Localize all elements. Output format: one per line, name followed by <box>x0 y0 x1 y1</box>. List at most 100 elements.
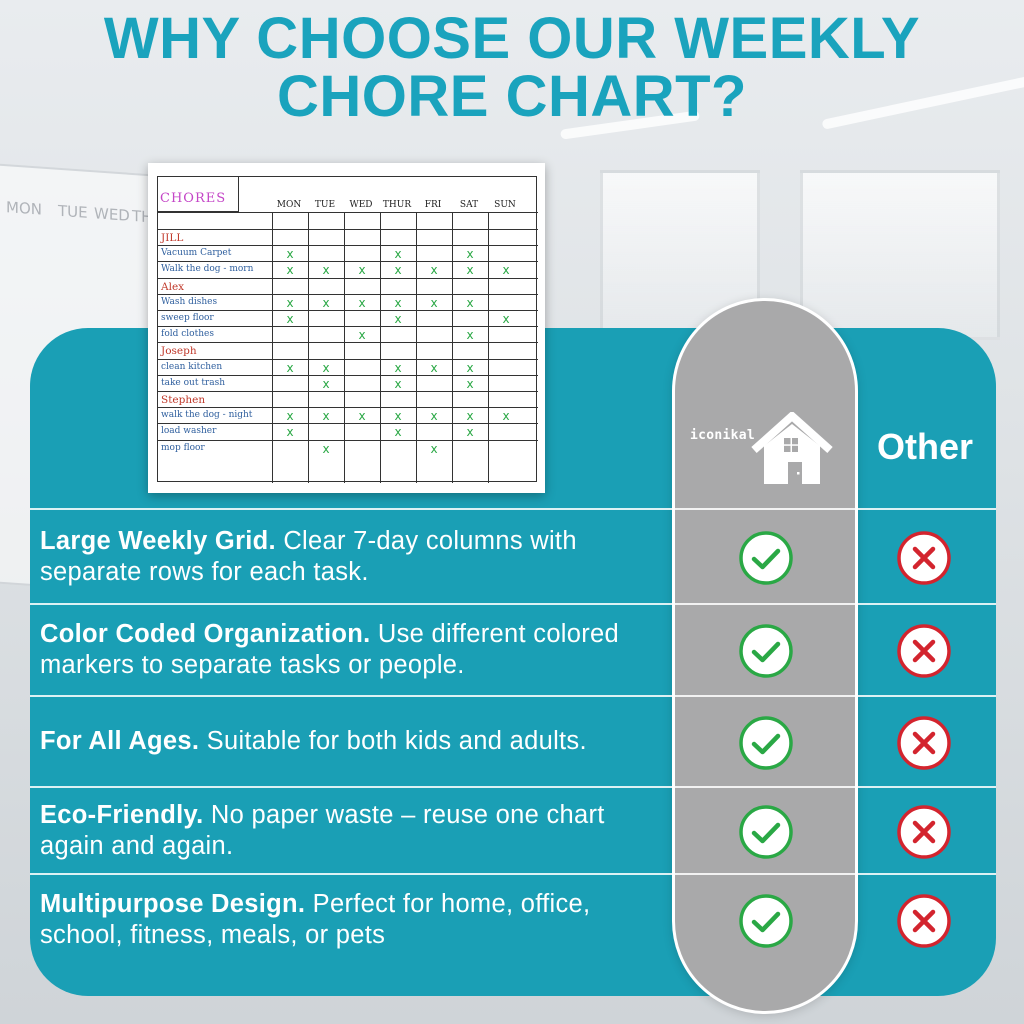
cross-icon <box>897 715 951 770</box>
chore-mark: x <box>358 295 366 310</box>
day-header: MON <box>276 200 302 210</box>
feature-row: Multipurpose Design. Perfect for home, o… <box>30 873 996 965</box>
task-name: load washer <box>161 426 217 437</box>
chore-mark: x <box>394 360 402 375</box>
chore-row: Alex <box>158 277 538 295</box>
chore-mark: x <box>394 376 402 391</box>
chore-mark: x <box>358 328 366 343</box>
chore-mark: x <box>322 409 330 424</box>
feature-text: No paper waste – reuse one chart again a… <box>40 800 605 860</box>
board-day-label: WED <box>94 204 130 225</box>
chore-mark: x <box>394 295 402 310</box>
chore-row: Joseph <box>158 342 538 359</box>
task-name: Walk the dog - morn <box>161 264 254 275</box>
chore-row: walk the dog - night x x x x x x x <box>158 407 538 424</box>
cross-icon <box>897 894 951 948</box>
check-icon <box>739 894 793 948</box>
chore-row: sweep floor x x x <box>158 310 538 327</box>
header-divider <box>158 212 538 213</box>
day-header: TUE <box>314 200 336 210</box>
chore-mark: x <box>466 425 474 440</box>
chore-mark: x <box>502 263 510 278</box>
feature-description: Large Weekly Grid. Clear 7-day columns w… <box>40 510 670 603</box>
feature-description: Eco-Friendly. No paper waste – reuse one… <box>40 788 670 873</box>
feature-row: For All Ages. Suitable for both kids and… <box>30 695 996 786</box>
grid-column-line <box>272 212 273 483</box>
day-header: FRI <box>424 200 442 210</box>
chore-row: mop floor x x <box>158 439 538 457</box>
chore-mark: x <box>466 295 474 310</box>
chore-mark: x <box>466 409 474 424</box>
chore-row: Wash dishes x x x x x x <box>158 293 538 311</box>
chore-mark: x <box>430 409 438 424</box>
chore-mark: x <box>322 441 330 456</box>
task-name: sweep floor <box>161 313 214 323</box>
page-title: WHY CHOOSE OUR WEEKLY CHORE CHART? <box>0 10 1024 126</box>
chore-mark: x <box>466 247 474 262</box>
person-name: JILL <box>161 232 184 244</box>
background-window <box>800 170 1000 340</box>
feature-description: Multipurpose Design. Perfect for home, o… <box>40 875 670 965</box>
other-column-header: Other <box>876 426 973 467</box>
chore-chart-grid: CHORES MON TUE WED THUR FRI SAT SUN JILL Vacuum … <box>157 176 538 483</box>
feature-title: Eco-Friendly. <box>40 800 204 829</box>
grid-column-line <box>344 212 345 483</box>
person-name: Joseph <box>161 345 197 358</box>
chore-mark: x <box>286 360 294 375</box>
chore-mark: x <box>286 263 294 278</box>
chore-mark: x <box>322 295 330 310</box>
chore-row: load washer x x x <box>158 423 538 440</box>
chore-mark: x <box>430 295 438 310</box>
title-line-1: WHY CHOOSE OUR WEEKLY <box>103 6 921 71</box>
grid-column-line <box>416 212 417 483</box>
cross-icon <box>897 804 951 859</box>
task-name: Wash dishes <box>161 296 218 307</box>
cross-icon <box>897 530 951 585</box>
feature-title: Color Coded Organization. <box>40 620 371 648</box>
feature-row: Color Coded Organization. Use different … <box>30 603 996 695</box>
cross-icon <box>897 624 951 678</box>
chore-mark: x <box>286 247 294 262</box>
chore-mark: x <box>394 263 402 278</box>
feature-description: For All Ages. Suitable for both kids and… <box>40 697 670 786</box>
chore-row: clean kitchen x x x x x <box>158 358 538 376</box>
grid-column-line <box>488 212 489 483</box>
chore-mark: x <box>322 263 330 278</box>
chore-mark: x <box>394 425 402 440</box>
brand-logo: iconikal <box>690 412 840 488</box>
chore-mark: x <box>286 409 294 424</box>
grid-column-line <box>452 212 453 483</box>
chore-mark: x <box>286 425 294 440</box>
board-day-label: TUE <box>58 201 88 222</box>
chore-mark: x <box>358 263 366 278</box>
chore-mark: x <box>394 409 402 424</box>
chore-mark: x <box>394 247 402 262</box>
feature-row: Large Weekly Grid. Clear 7-day columns w… <box>30 508 996 603</box>
feature-text: Use different colored markers to separat… <box>40 620 620 679</box>
chore-mark: x <box>358 409 366 424</box>
feature-text: Clear 7-day columns with separate rows f… <box>40 526 577 586</box>
grid-column-line <box>308 212 309 483</box>
chore-mark: x <box>502 312 510 326</box>
task-name: Vacuum Carpet <box>161 248 232 259</box>
title-line-2: CHORE CHART? <box>277 64 747 129</box>
feature-text: Suitable for both kids and adults. <box>199 727 587 755</box>
chore-mark: x <box>502 409 510 424</box>
feature-text: Perfect for home, office, school, fitnes… <box>40 890 591 949</box>
person-name: Alex <box>161 280 185 293</box>
task-name: take out trash <box>161 377 226 388</box>
check-icon <box>739 715 793 770</box>
board-day-label: MON <box>6 198 42 219</box>
brand-name: iconikal <box>690 428 756 443</box>
day-header: SUN <box>494 200 516 210</box>
feature-row: Eco-Friendly. No paper waste – reuse one… <box>30 786 996 873</box>
chores-title: CHORES <box>158 177 239 212</box>
person-name: Stephen <box>161 394 206 406</box>
task-name: fold clothes <box>161 329 214 340</box>
chore-mark: x <box>430 360 438 375</box>
chore-mark: x <box>466 360 474 375</box>
chore-row: Walk the dog - morn x x x x x x x <box>158 261 538 278</box>
chore-mark: x <box>394 312 402 326</box>
feature-title: Multipurpose Design. <box>40 890 306 918</box>
